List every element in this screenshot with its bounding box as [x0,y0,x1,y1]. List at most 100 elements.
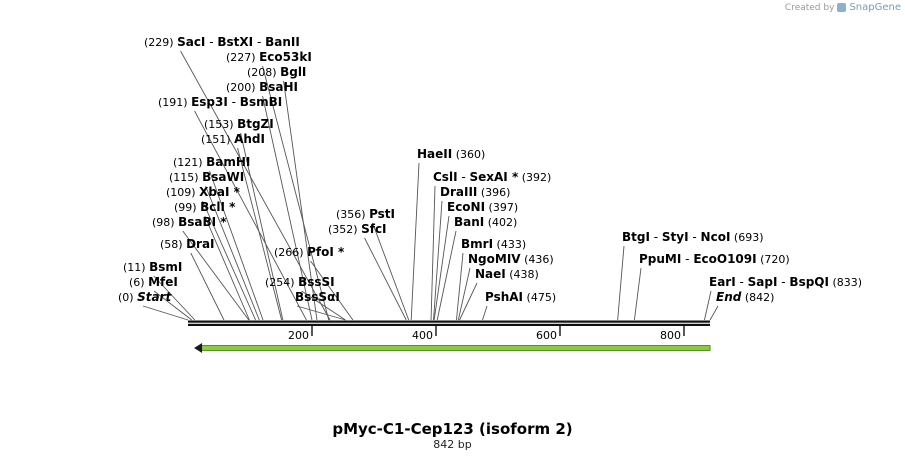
enzyme-label[interactable]: End (842) [709,290,774,321]
enzyme-label-text: (98) BsaBI * [152,215,227,229]
name-separator: - [253,35,265,49]
enzyme-label-text: (227) Eco53kI [226,50,312,64]
enzyme-label[interactable]: (151) AhdI [201,132,283,321]
enzyme-label-text: HaeII (360) [417,147,485,161]
site-position: (109) [166,186,199,199]
enzyme-name: CslI [433,170,458,184]
enzyme-label[interactable]: NaeI (438) [459,267,539,321]
site-position: (842) [741,291,774,304]
site-leader-line [709,305,719,321]
enzyme-label[interactable]: (98) BsaBI * [152,215,250,321]
enzyme-label-text: (208) BglI [247,65,306,79]
enzyme-name: NcoI [701,230,731,244]
enzyme-label-text: End (842) [716,290,774,304]
enzyme-name: HaeII [417,147,452,161]
site-position: (229) [144,36,177,49]
site-leader-line [617,245,625,321]
enzyme-name: BstXI [217,35,253,49]
enzyme-name: BtgI [622,230,650,244]
enzyme-label[interactable]: (352) SfcI [328,222,407,321]
enzyme-label[interactable]: (227) Eco53kI [226,50,330,321]
site-position: (833) [829,276,862,289]
enzyme-label[interactable]: (0) Start [118,290,189,321]
enzyme-label[interactable]: EcoNI (397) [433,200,518,321]
enzyme-label[interactable]: PpuMI - EcoO109I (720) [633,252,790,321]
enzyme-label-text: EcoNI (397) [447,200,518,214]
tick-label: 400 [412,329,433,342]
enzyme-label[interactable]: (58) DraI [160,237,225,321]
site-leader-line [436,230,457,321]
enzyme-name: PstI [369,207,395,221]
enzyme-label-text: BtgI - StyI - NcoI (693) [622,230,764,244]
name-separator: - [458,170,470,184]
enzyme-label[interactable]: (6) MfeI [129,275,192,321]
site-leader-line [283,80,318,321]
site-leader-line [410,162,420,321]
site-leader-line [240,132,284,321]
enzyme-label[interactable]: BtgI - StyI - NcoI (693) [617,230,764,321]
enzyme-label-text: NaeI (438) [475,267,539,281]
enzyme-label[interactable]: (153) BtgZI [204,117,284,321]
enzyme-label-text: (151) AhdI [201,132,265,146]
enzyme-label[interactable]: BssSαI [295,290,346,321]
enzyme-name: EcoNI [447,200,485,214]
name-separator: - [689,230,701,244]
site-position: (360) [452,148,485,161]
enzyme-name: BglI [280,65,306,79]
enzyme-label[interactable]: (229) SacI - BstXI - BanII [144,35,331,321]
enzyme-label[interactable]: (11) BsmI [123,260,196,321]
site-position: (151) [201,133,234,146]
plasmid-title: pMyc-C1-Cep123 (isoform 2) [332,420,573,438]
snapgene-brand: Created by SnapGene [785,2,901,13]
enzyme-label[interactable]: HaeII (360) [410,147,485,321]
site-position: (438) [506,268,539,281]
enzyme-label[interactable]: EarI - SapI - BspQI (833) [704,275,862,321]
enzyme-label[interactable]: (191) Esp3I - BsmBI [158,95,307,321]
site-position: (402) [484,216,517,229]
enzyme-name: SfcI [361,222,386,236]
site-leader-line [482,305,488,321]
enzyme-label[interactable]: BmrI (433) [456,237,526,321]
enzyme-label-text: BanI (402) [454,215,517,229]
enzyme-label-text: PpuMI - EcoO109I (720) [639,252,790,266]
enzyme-label[interactable]: (109) XbaI * [166,185,256,321]
site-leader-line [182,230,250,321]
enzyme-label[interactable]: (254) BssSI [265,275,346,321]
enzyme-label[interactable]: NgoMIV (436) [457,252,554,321]
enzyme-label[interactable]: (356) PstI [336,207,410,321]
site-position: (356) [336,208,369,221]
enzyme-label[interactable]: (99) BclI * [174,200,250,321]
plasmid-length: 842 bp [433,438,472,451]
enzyme-label[interactable]: (115) BsaWI [169,170,260,321]
enzyme-label[interactable]: DraIII (396) [433,185,511,321]
enzyme-label-text: (121) BamHI [173,155,250,169]
enzyme-label[interactable]: (121) BamHI [173,155,264,321]
site-position: (475) [523,291,556,304]
site-leader-line [704,290,712,321]
enzyme-label[interactable]: (266) PfoI * [274,245,354,321]
enzyme-label[interactable]: PshAI (475) [482,290,557,321]
site-position: (720) [757,253,790,266]
enzyme-label[interactable]: (200) BsaHI [226,80,313,321]
site-position: (433) [493,238,526,251]
site-leader-line [430,185,436,321]
site-leader-line [372,222,410,321]
enzyme-label[interactable]: CslI - SexAI * (392) [430,170,551,321]
site-position: (200) [226,81,259,94]
enzyme-label[interactable]: (208) BglI [247,65,318,321]
site-position: (227) [226,51,259,64]
enzyme-label-text: (11) BsmI [123,260,182,274]
name-separator: - [681,252,693,266]
enzyme-name: BsaBI * [178,215,227,229]
site-leader-line [459,282,478,321]
enzyme-label-text: (356) PstI [336,207,395,221]
enzyme-label[interactable]: BanI (402) [436,215,517,321]
site-leader-line [364,237,407,321]
enzyme-name: BsaHI [259,80,298,94]
name-separator: - [228,95,240,109]
enzyme-name: SapI [748,275,778,289]
site-leader-line [153,275,196,321]
site-leader-line [456,252,464,321]
site-position: (191) [158,96,191,109]
enzyme-label-text: (6) MfeI [129,275,178,289]
